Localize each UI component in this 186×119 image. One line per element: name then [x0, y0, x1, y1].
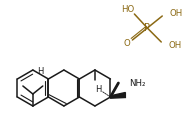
Text: OH: OH [168, 42, 182, 50]
Text: HO: HO [121, 5, 134, 15]
Text: H: H [95, 84, 102, 94]
Text: O: O [123, 40, 130, 49]
Text: H: H [37, 67, 44, 75]
Text: P: P [144, 23, 150, 33]
Text: NH₂: NH₂ [129, 79, 146, 89]
Polygon shape [110, 92, 125, 98]
Text: OH: OH [169, 8, 182, 17]
